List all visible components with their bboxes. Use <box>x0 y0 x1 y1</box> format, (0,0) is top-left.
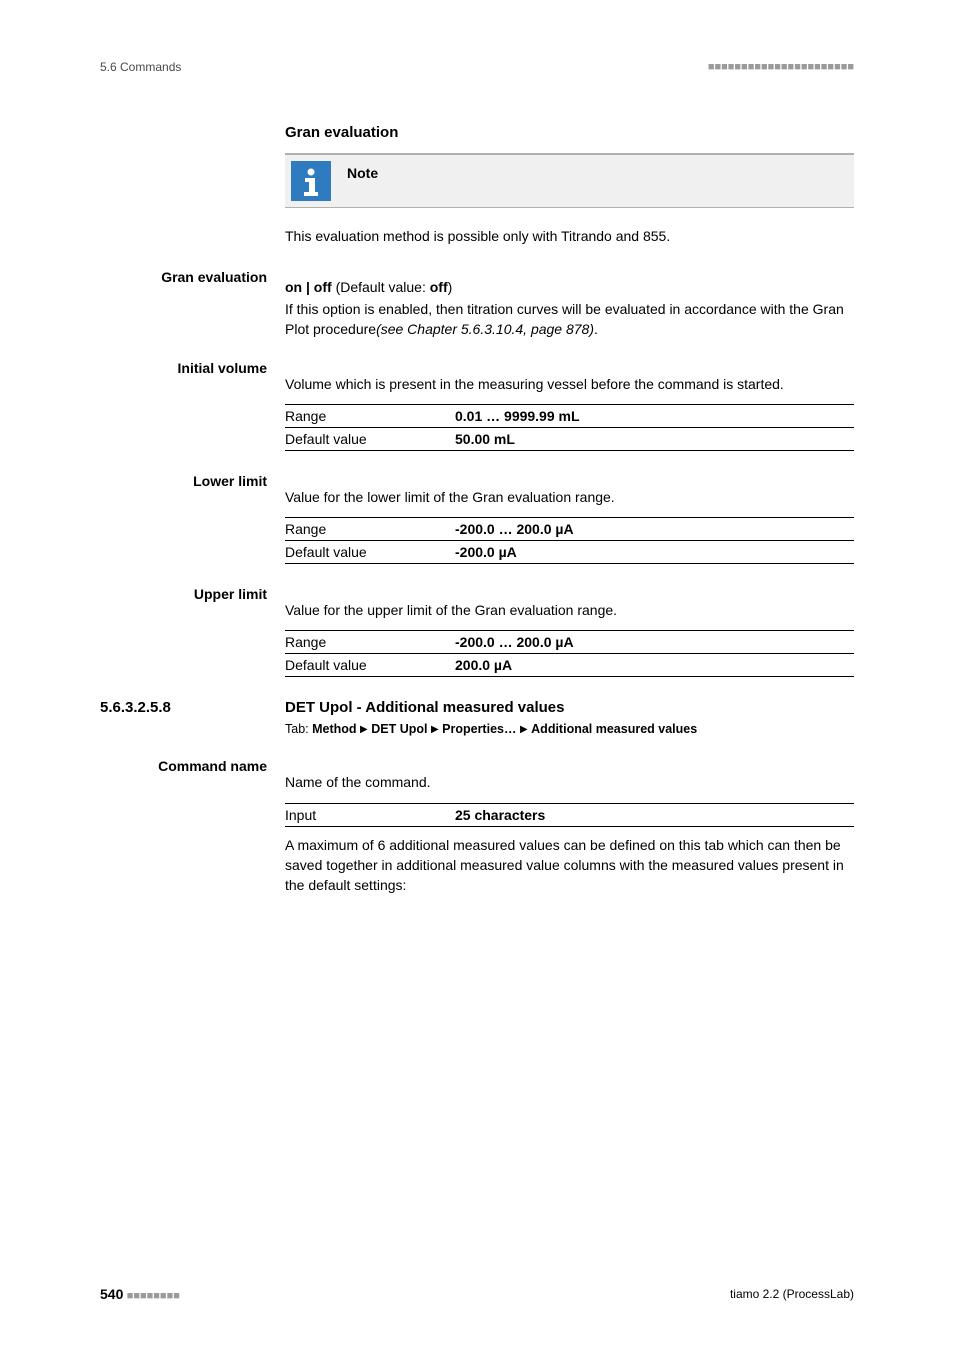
table-row: Range -200.0 … 200.0 µA <box>285 631 854 654</box>
param-label-initvol: Initial volume <box>100 360 285 473</box>
table-row: Range -200.0 … 200.0 µA <box>285 518 854 541</box>
param-body-upper: Value for the upper limit of the Gran ev… <box>285 586 854 699</box>
spec-value: 0.01 … 9999.99 mL <box>455 404 854 427</box>
gran-options: on | off <box>285 279 332 295</box>
table-row: Input 25 characters <box>285 803 854 826</box>
param-body-gran: on | off (Default value: off) If this op… <box>285 269 854 360</box>
tab-step: Additional measured values <box>531 722 697 736</box>
info-icon <box>291 161 331 201</box>
subsection-title: DET Upol - Additional measured values <box>285 699 565 716</box>
cmdname-table: Input 25 characters <box>285 803 854 827</box>
cmdname-desc: Name of the command. <box>285 772 854 792</box>
gran-desc-end: . <box>594 321 598 337</box>
param-label-upper: Upper limit <box>100 586 285 699</box>
table-row: Default value 50.00 mL <box>285 427 854 450</box>
section-heading: Gran evaluation <box>285 124 854 141</box>
gran-desc-ref: (see Chapter 5.6.3.10.4, page 878) <box>376 321 594 337</box>
spec-value: -200.0 … 200.0 µA <box>455 631 854 654</box>
page-header: 5.6 Commands ■■■■■■■■■■■■■■■■■■■■■■ <box>100 60 854 74</box>
spec-value: 25 characters <box>455 803 854 826</box>
empty-cell <box>100 124 285 269</box>
page-footer: 540 ■■■■■■■■ tiamo 2.2 (ProcessLab) <box>100 1286 854 1302</box>
spec-key: Default value <box>285 541 455 564</box>
param-label-gran: Gran evaluation <box>100 269 285 360</box>
spec-value: -200.0 µA <box>455 541 854 564</box>
note-box: Note <box>285 153 854 208</box>
chevron-right-icon: ▶ <box>520 725 528 736</box>
note-title: Note <box>341 155 854 207</box>
header-decoration: ■■■■■■■■■■■■■■■■■■■■■■ <box>708 61 854 73</box>
table-row: Range 0.01 … 9999.99 mL <box>285 404 854 427</box>
upper-desc: Value for the upper limit of the Gran ev… <box>285 600 854 620</box>
gran-options-suffix: ) <box>448 279 453 295</box>
param-label-lower: Lower limit <box>100 473 285 586</box>
footer-product: tiamo 2.2 (ProcessLab) <box>730 1287 854 1301</box>
gran-default-label: (Default value: <box>332 279 430 295</box>
footer-decoration: ■■■■■■■■ <box>127 1290 180 1302</box>
tab-step: Properties… <box>442 722 516 736</box>
table-row: Default value 200.0 µA <box>285 654 854 677</box>
spec-key: Default value <box>285 427 455 450</box>
header-section: 5.6 Commands <box>100 60 181 74</box>
spec-value: -200.0 … 200.0 µA <box>455 518 854 541</box>
lower-table: Range -200.0 … 200.0 µA Default value -2… <box>285 517 854 564</box>
tab-label: Tab: <box>285 722 312 736</box>
spec-key: Input <box>285 803 455 826</box>
param-body-lower: Value for the lower limit of the Gran ev… <box>285 473 854 586</box>
param-label-cmdname: Command name <box>100 758 285 905</box>
gran-default-value: off <box>430 279 448 295</box>
tab-step: Method <box>312 722 356 736</box>
chevron-right-icon: ▶ <box>431 725 439 736</box>
spec-value: 200.0 µA <box>455 654 854 677</box>
spec-key: Range <box>285 404 455 427</box>
table-row: Default value -200.0 µA <box>285 541 854 564</box>
cmdname-after: A maximum of 6 additional measured value… <box>285 835 854 896</box>
tab-step: DET Upol <box>371 722 427 736</box>
param-body-cmdname: Name of the command. Input 25 characters… <box>285 758 854 905</box>
subsection-number: 5.6.3.2.5.8 <box>100 699 171 716</box>
note-body: This evaluation method is possible only … <box>285 226 854 247</box>
spec-value: 50.00 mL <box>455 427 854 450</box>
footer-page-number: 540 <box>100 1286 123 1302</box>
initvol-desc: Volume which is present in the measuring… <box>285 374 854 394</box>
param-body-initvol: Volume which is present in the measuring… <box>285 360 854 473</box>
tab-path: Tab: Method ▶ DET Upol ▶ Properties… ▶ A… <box>285 722 854 736</box>
spec-key: Default value <box>285 654 455 677</box>
spec-key: Range <box>285 631 455 654</box>
lower-desc: Value for the lower limit of the Gran ev… <box>285 487 854 507</box>
initvol-table: Range 0.01 … 9999.99 mL Default value 50… <box>285 404 854 451</box>
upper-table: Range -200.0 … 200.0 µA Default value 20… <box>285 630 854 677</box>
chevron-right-icon: ▶ <box>360 725 368 736</box>
spec-key: Range <box>285 518 455 541</box>
